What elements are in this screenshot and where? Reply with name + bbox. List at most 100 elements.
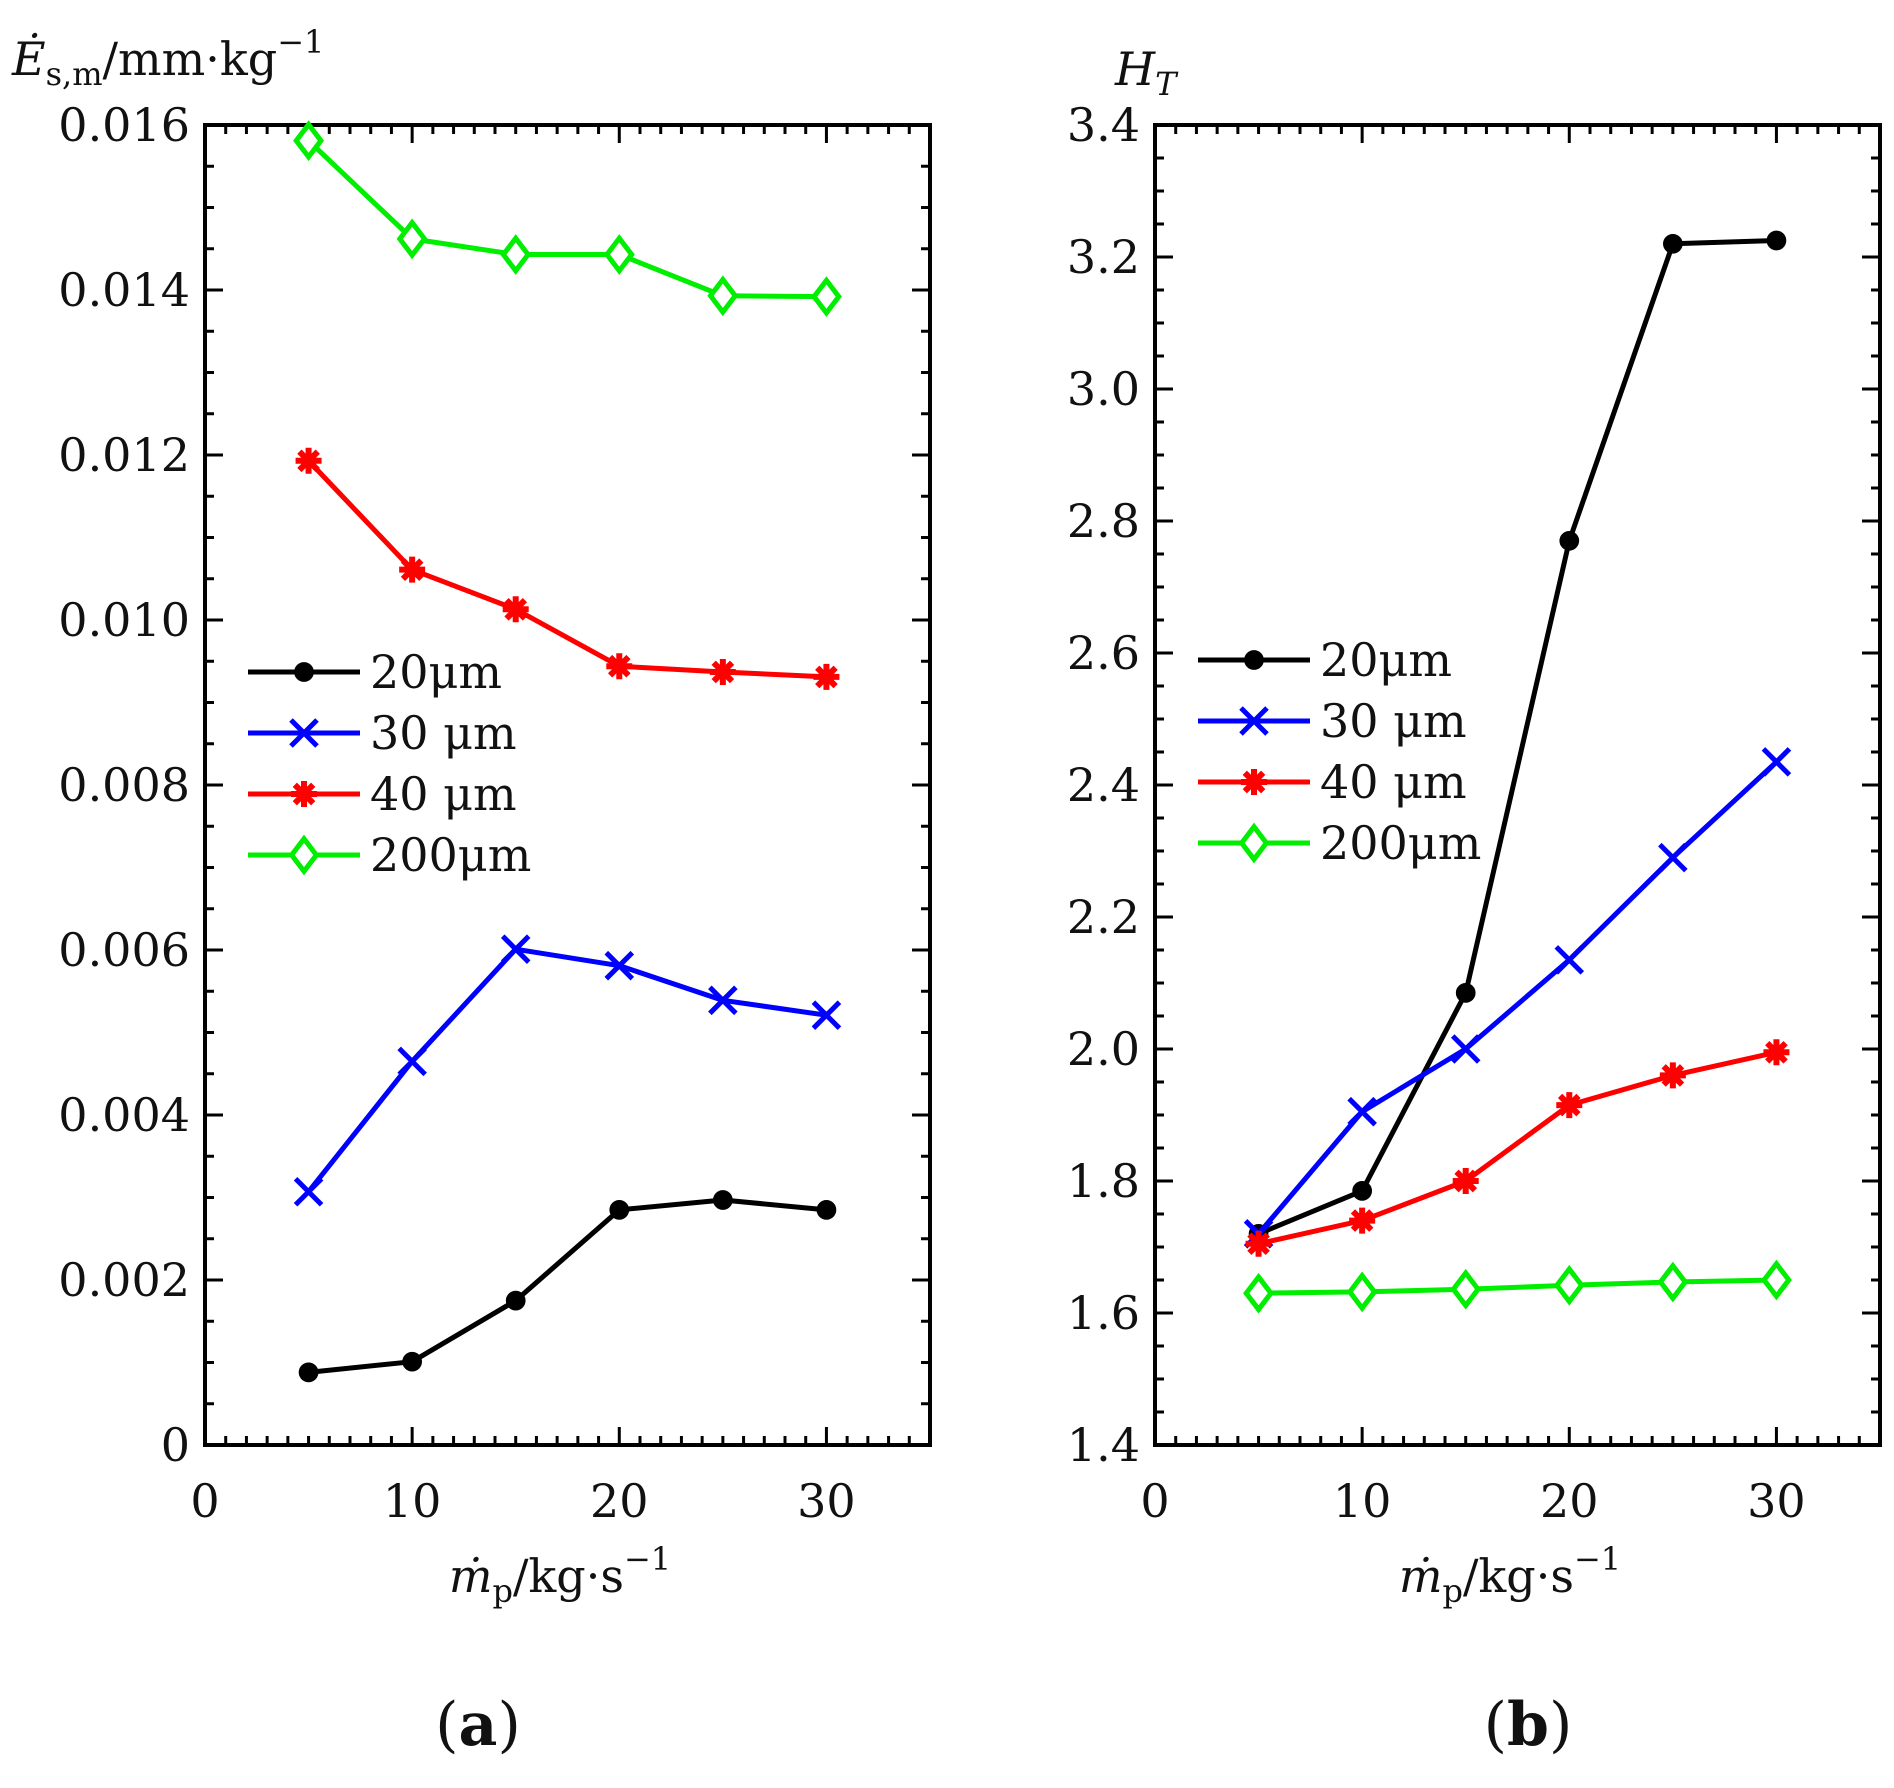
y-tick-label: 0 <box>161 1418 190 1472</box>
y-tick-label: 3.0 <box>1067 362 1140 416</box>
marker-star <box>1763 1039 1790 1066</box>
marker-star <box>502 596 529 623</box>
plot-frame <box>203 123 932 1447</box>
marker-diamond <box>1553 1264 1585 1306</box>
marker-x <box>500 934 531 964</box>
chart-panel-a: 0 10 20 30 0 0.002 0.004 0.006 0.008 0.010 0.012 0.… <box>11 23 932 1760</box>
series-line <box>306 946 827 1194</box>
y-tick-label: 0.012 <box>58 428 190 482</box>
marker-star <box>291 781 317 807</box>
marker-diamond <box>500 234 532 275</box>
series-line <box>1258 1277 1777 1296</box>
x-axis: 0 10 20 30 <box>190 125 932 1528</box>
legend-label: 30 μm <box>370 706 517 760</box>
x-tick-label: 10 <box>383 1474 442 1528</box>
series-line <box>306 138 827 300</box>
x-tick-label: 30 <box>1747 1474 1806 1528</box>
y-axis-title: Ės,m/mm·kg−1 <box>11 23 324 93</box>
series-line <box>1258 1049 1777 1247</box>
marker-diamond <box>1657 1261 1689 1303</box>
y-tick-label: 0.008 <box>58 758 190 812</box>
series-line <box>308 1197 827 1375</box>
marker-x <box>397 1046 427 1077</box>
marker-star <box>813 663 840 690</box>
marker-star <box>709 658 736 685</box>
marker-star <box>1452 1168 1479 1194</box>
marker-dot <box>1559 530 1580 551</box>
y-tick-label: 1.6 <box>1067 1286 1140 1340</box>
y-tick-label: 1.4 <box>1067 1418 1140 1472</box>
y-tick-label: 2.8 <box>1067 494 1140 548</box>
marker-star <box>1659 1062 1686 1089</box>
marker-dot <box>402 1351 423 1372</box>
marker-diamond <box>810 276 842 317</box>
marker-dot <box>712 1190 733 1210</box>
marker-diamond <box>293 120 325 162</box>
marker-diamond <box>1346 1271 1378 1313</box>
legend-label: 20μm <box>370 645 502 699</box>
chart-panel-b: 0 10 20 30 1.4 1.6 1.8 2.0 2.2 2.4 2.6 2.8 3.0 3.2 3.4… <box>1067 42 1882 1760</box>
marker-diamond <box>603 234 635 275</box>
x-tick-label: 10 <box>1333 1474 1392 1528</box>
marker-x <box>1761 747 1792 777</box>
marker-diamond <box>707 275 739 317</box>
marker-star <box>399 556 426 583</box>
marker-diamond <box>1238 822 1270 864</box>
legend-label: 40 μm <box>370 767 517 821</box>
marker-star <box>295 447 322 474</box>
legend: 20μm 30 μm 40 μm 200μm <box>1198 633 1481 870</box>
y-tick-label: 3.2 <box>1067 230 1140 284</box>
marker-dot <box>1662 233 1683 254</box>
marker-x <box>1347 1096 1377 1127</box>
marker-dot <box>298 1362 319 1383</box>
marker-diamond <box>1450 1268 1482 1310</box>
marker-diamond <box>288 834 320 876</box>
series-line <box>306 459 827 680</box>
marker-star <box>606 653 633 680</box>
marker-x <box>708 985 738 1016</box>
y-tick-label: 0.006 <box>58 923 190 977</box>
marker-x <box>1450 1034 1481 1064</box>
marker-dot <box>505 1290 526 1311</box>
x-tick-label: 20 <box>590 1474 649 1528</box>
marker-dot <box>609 1200 630 1220</box>
marker-x <box>293 1176 324 1207</box>
y-tick-label: 3.4 <box>1067 98 1140 152</box>
series-group <box>1243 230 1792 1314</box>
marker-x <box>811 1000 842 1030</box>
marker-dot <box>294 662 314 682</box>
x-tick-label: 30 <box>797 1474 856 1528</box>
x-tick-label: 0 <box>190 1474 219 1528</box>
marker-dot <box>1352 1181 1373 1201</box>
marker-diamond <box>1243 1272 1275 1314</box>
marker-dot <box>1455 983 1476 1003</box>
y-tick-label: 0.016 <box>58 98 190 152</box>
legend-label: 200μm <box>1320 816 1481 870</box>
marker-x <box>1554 945 1585 975</box>
x-axis-title: ṁp/kg·s−1 <box>449 1540 671 1610</box>
marker-star <box>1241 769 1267 795</box>
x-axis-title: ṁp/kg·s−1 <box>1399 1540 1621 1610</box>
marker-star <box>1245 1230 1272 1257</box>
x-axis: 0 10 20 30 <box>1140 125 1882 1528</box>
marker-diamond <box>1760 1259 1792 1301</box>
panel-label: (b) <box>1484 1690 1573 1760</box>
y-tick-label: 0.010 <box>58 593 190 647</box>
legend-label: 40 μm <box>1320 755 1467 809</box>
y-axis: 1.4 1.6 1.8 2.0 2.2 2.4 2.6 2.8 3.0 3.2 3.4 <box>1067 98 1880 1472</box>
series-group <box>293 120 842 1383</box>
marker-diamond <box>396 218 428 260</box>
marker-dot <box>816 1200 837 1220</box>
legend-label: 200μm <box>370 828 531 882</box>
marker-x <box>289 718 319 748</box>
panel-label: (a) <box>435 1690 521 1760</box>
marker-dot <box>1244 650 1264 670</box>
y-tick-label: 2.4 <box>1067 758 1140 812</box>
x-tick-label: 0 <box>1140 1474 1169 1528</box>
y-tick-label: 2.0 <box>1067 1022 1140 1076</box>
legend-label: 20μm <box>1320 633 1452 687</box>
marker-star <box>1349 1207 1376 1234</box>
y-tick-label: 0.014 <box>58 263 190 317</box>
y-tick-label: 1.8 <box>1067 1154 1140 1208</box>
y-tick-label: 0.004 <box>58 1088 190 1142</box>
